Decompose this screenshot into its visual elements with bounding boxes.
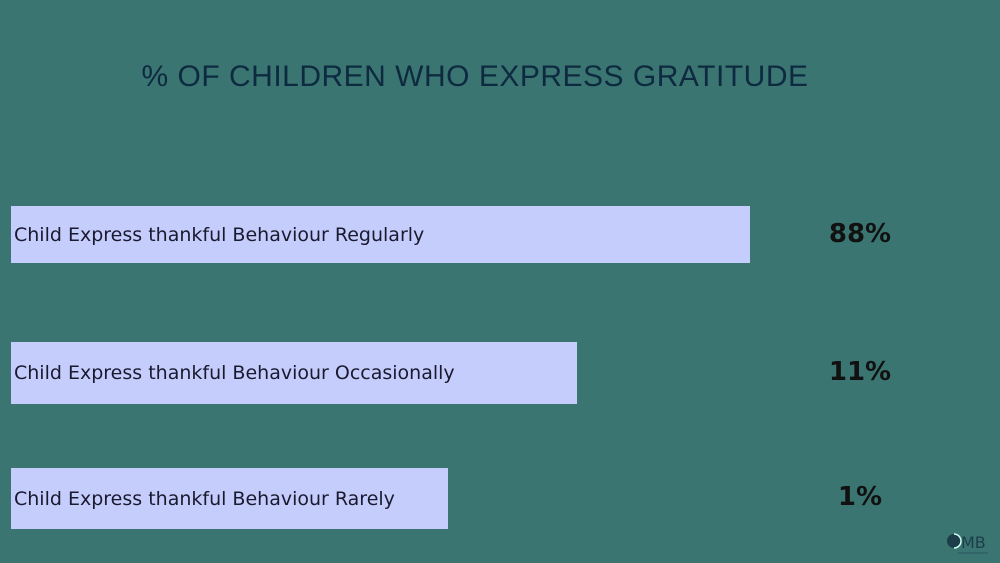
value-label: 1% xyxy=(837,482,883,512)
bar-label: Child Express thankful Behaviour Regular… xyxy=(14,223,425,246)
svg-text:MB: MB xyxy=(961,533,986,552)
bar-regularly: Child Express thankful Behaviour Regular… xyxy=(11,206,750,263)
value-label: 88% xyxy=(828,219,892,249)
brand-logo: MB xyxy=(947,533,988,554)
value-label: 11% xyxy=(828,357,892,387)
chart-title: % OF CHILDREN WHO EXPRESS GRATITUDE xyxy=(141,60,809,93)
bar-label: Child Express thankful Behaviour Occasio… xyxy=(14,362,455,384)
bar-label: Child Express thankful Behaviour Rarely xyxy=(14,487,395,510)
bar-rarely: Child Express thankful Behaviour Rarely xyxy=(11,468,448,529)
bar-occasionally: Child Express thankful Behaviour Occasio… xyxy=(11,342,577,404)
